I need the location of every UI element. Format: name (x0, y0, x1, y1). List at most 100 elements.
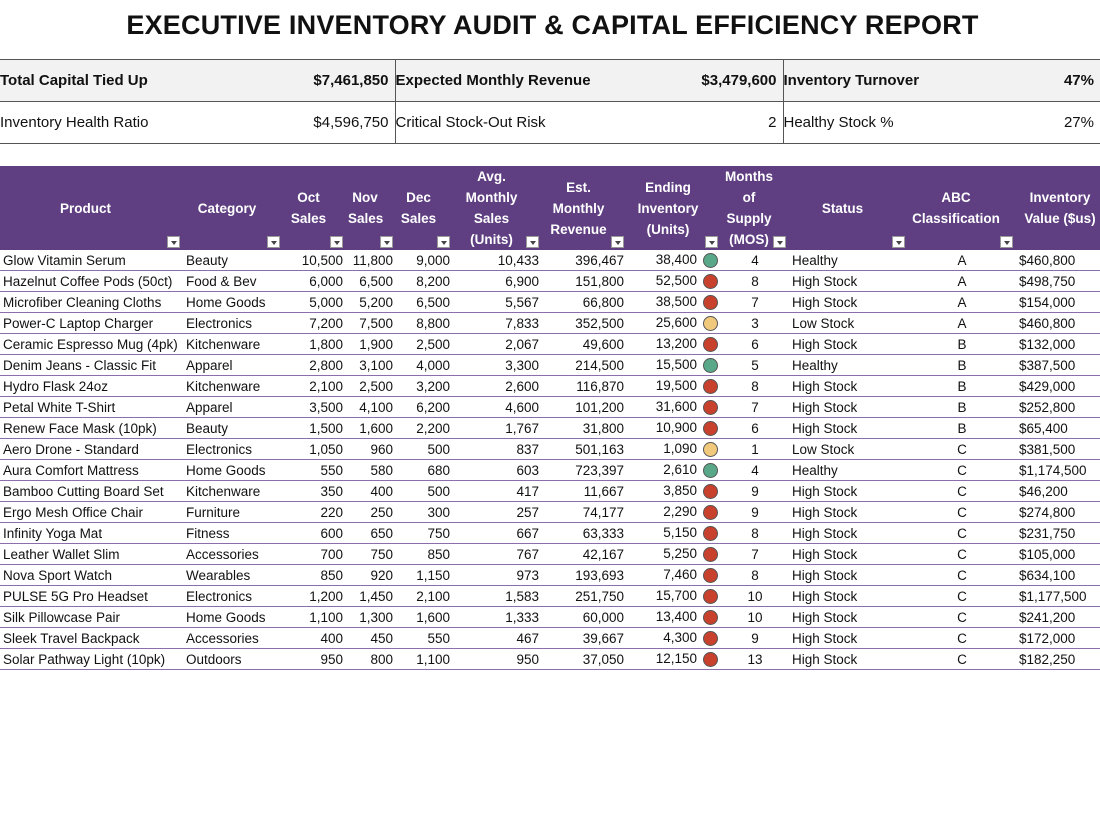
table-cell: 6,500 (396, 291, 453, 313)
table-cell: Accessories (183, 627, 283, 649)
cell-text: Kitchenware (186, 336, 261, 352)
cell-text: 9 (751, 483, 759, 499)
table-cell: Electronics (183, 312, 283, 334)
cell-text: 8 (751, 273, 759, 289)
cell-text: Home Goods (186, 462, 266, 478)
table-cell: High Stock (789, 522, 908, 544)
cell-text: C (957, 462, 967, 478)
cell-text: 11,667 (583, 483, 624, 499)
filter-button[interactable] (773, 236, 786, 248)
table-cell: 960 (346, 438, 396, 460)
cell-text: 837 (516, 441, 539, 457)
table-cell: C (908, 627, 1016, 649)
column-header: Months of Supply (MOS) (721, 166, 789, 250)
status-dot (703, 609, 718, 625)
cell-text: 1,100 (416, 651, 450, 667)
cell-text: Beauty (186, 420, 229, 436)
status-dot (703, 504, 718, 520)
table-cell: 1,767 (453, 417, 542, 439)
table-cell: 5,567 (453, 291, 542, 313)
table-cell: 37,050 (542, 648, 627, 670)
filter-button[interactable] (526, 236, 539, 248)
table-cell: 603 (453, 459, 542, 481)
cell-text: 400 (320, 630, 343, 646)
filter-button[interactable] (167, 236, 180, 248)
table-cell: 257 (453, 501, 542, 523)
table-cell: 1,500 (283, 417, 346, 439)
cell-text: 850 (427, 546, 450, 562)
table-cell: 6,500 (346, 270, 396, 292)
table-cell: 8 (721, 522, 789, 544)
header-text: Dec Sales (400, 190, 437, 226)
cell-text: Apparel (186, 357, 233, 373)
table-cell: 1 (721, 438, 789, 460)
table-cell: 151,800 (542, 270, 627, 292)
cell-text: 5,000 (309, 294, 343, 310)
cell-text: Kitchenware (186, 483, 261, 499)
cell-text: 3,200 (416, 378, 450, 394)
cell-text: High Stock (792, 420, 858, 436)
cell-text: Petal White T-Shirt (3, 399, 116, 415)
column-header: Est. Monthly Revenue (542, 166, 627, 250)
table-cell: 52,500 (627, 270, 721, 292)
cell-text: 15,700 (655, 588, 697, 604)
table-cell: PULSE 5G Pro Headset (0, 585, 183, 607)
cell-text: 2,290 (663, 504, 697, 520)
filter-button[interactable] (705, 236, 718, 248)
table-cell: 5,150 (627, 522, 721, 544)
column-header: Status (789, 166, 908, 250)
table-cell: 8,200 (396, 270, 453, 292)
cell-text: $132,000 (1019, 336, 1076, 352)
table-cell: Apparel (183, 354, 283, 376)
table-cell: 5 (721, 354, 789, 376)
cell-text: C (957, 567, 967, 583)
status-dot (703, 567, 718, 583)
filter-button[interactable] (611, 236, 624, 248)
cell-text: 8 (751, 567, 759, 583)
filter-button[interactable] (1000, 236, 1013, 248)
inventory-table: Product Category Oct Sales Nov Sales Dec Sal… (0, 166, 1100, 670)
cell-text: C (957, 609, 967, 625)
table-cell: 116,870 (542, 375, 627, 397)
status-dot (703, 252, 718, 268)
table-cell: $241,200 (1016, 606, 1100, 628)
filter-button[interactable] (380, 236, 393, 248)
column-header: Dec Sales (396, 166, 453, 250)
kpi-label: Expected Monthly Revenue (395, 59, 685, 102)
cell-text: $241,200 (1019, 609, 1076, 625)
table-cell: 920 (346, 564, 396, 586)
table-cell: Healthy (789, 354, 908, 376)
cell-text: 600 (320, 525, 343, 541)
cell-text: 467 (516, 630, 539, 646)
column-header: Inventory Value ($us) (1016, 166, 1100, 250)
cell-text: $172,000 (1019, 630, 1076, 646)
cell-text: 750 (370, 546, 393, 562)
cell-text: 2,610 (663, 462, 697, 478)
table-row: Petal White T-Shirt Apparel 3,500 4,100 6,20… (0, 396, 1100, 418)
table-cell: C (908, 459, 1016, 481)
table-cell: 49,600 (542, 333, 627, 355)
table-cell: Furniture (183, 501, 283, 523)
table-cell: 1,600 (346, 417, 396, 439)
cell-text: PULSE 5G Pro Headset (3, 588, 148, 604)
cell-text: 300 (427, 504, 450, 520)
table-cell: 8 (721, 564, 789, 586)
table-cell: 39,667 (542, 627, 627, 649)
cell-text: 2,800 (309, 357, 343, 373)
filter-button[interactable] (892, 236, 905, 248)
filter-button[interactable] (437, 236, 450, 248)
cell-text: 11,800 (352, 252, 393, 268)
table-row: Ergo Mesh Office Chair Furniture 220 250 300… (0, 501, 1100, 523)
cell-text: C (957, 441, 967, 457)
filter-button[interactable] (267, 236, 280, 248)
table-cell: High Stock (789, 606, 908, 628)
filter-button[interactable] (330, 236, 343, 248)
cell-text: 650 (370, 525, 393, 541)
table-cell: 6,900 (453, 270, 542, 292)
table-cell: 7 (721, 291, 789, 313)
header-text: Inventory Value ($us) (1024, 190, 1096, 226)
table-cell: 2,600 (453, 375, 542, 397)
cell-text: Outdoors (186, 651, 242, 667)
table-cell: 101,200 (542, 396, 627, 418)
kpi-value: 47% (963, 59, 1100, 102)
